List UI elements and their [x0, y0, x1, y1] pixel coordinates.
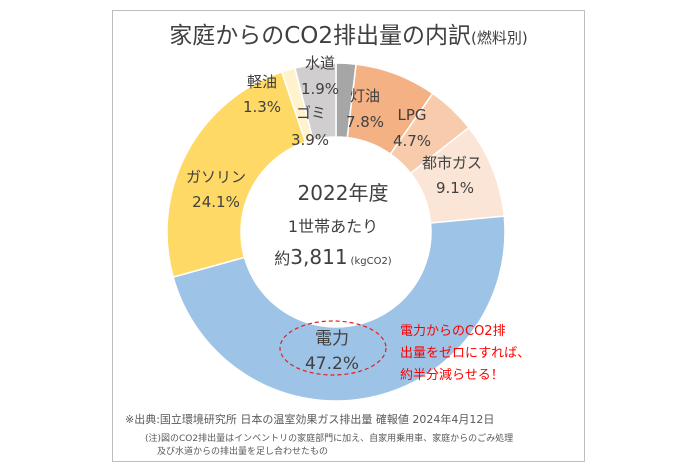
slice-label-name: 都市ガス — [422, 154, 482, 172]
callout-line-3: 約半分減らせる！ — [400, 367, 504, 383]
slice-ゴミ — [294, 62, 337, 141]
footnote-line-1: (注)図のCO2排出量はインベントリの家庭部門に加え、自家用乗用車、家庭からのご… — [145, 434, 514, 444]
center-per-household: 1世帯あたり — [288, 217, 378, 236]
slice-label-value: 24.1% — [192, 193, 240, 211]
slice-group — [166, 62, 506, 402]
slice-label-name: ゴミ — [296, 104, 326, 122]
slice-label-name: 軽油 — [247, 73, 277, 91]
slice-label-name: ガソリン — [186, 168, 246, 186]
center-year: 2022年度 — [298, 181, 389, 205]
slice-label-value: 7.8% — [346, 113, 384, 131]
chart-title: 家庭からのCO2排出量の内訳(燃料別) — [112, 16, 585, 50]
slice-電力 — [172, 215, 506, 402]
slice-label-group: 水道 1.9% 灯油 7.8% LPG 4.7% 都市ガス 9.1% 電力 47.2% ガソリン 24… — [186, 54, 482, 374]
slice-label-value: 1.3% — [243, 98, 281, 116]
center-value: 3,811 — [290, 245, 347, 269]
slice-label-name: 水道 — [305, 54, 335, 72]
slice-label-name: LPG — [397, 106, 426, 124]
slice-label-value: 3.9% — [291, 131, 329, 149]
center-prefix: 約 — [274, 249, 290, 268]
slice-label-name: 電力 — [315, 329, 349, 349]
slice-label-value: 4.7% — [393, 132, 431, 150]
slice-label-value: 1.9% — [301, 80, 339, 98]
callout-line-2: 出量をゼロにすれば、 — [400, 346, 530, 361]
chart-subtitle: (燃料別) — [471, 29, 528, 47]
footnote-line-2: 及び水道からの排出量を足し合わせたもの — [157, 447, 329, 457]
slice-ガソリン — [166, 70, 307, 279]
slice-label-name: 灯油 — [350, 87, 380, 105]
center-unit: (kgCO2) — [351, 256, 392, 267]
callout-line-1: 電力からのCO2排 — [400, 324, 506, 339]
electricity-highlight-ellipse — [279, 320, 387, 376]
slice-label-value: 47.2% — [305, 354, 359, 374]
chart-title-main: 家庭からのCO2排出量の内訳 — [169, 23, 472, 49]
center-total: 約3,811 (kgCO2) — [274, 245, 392, 269]
source-note: ※出典:国立環境研究所 日本の温室効果ガス排出量 確報値 2024年4月12日 — [125, 413, 495, 426]
slice-label-value: 9.1% — [436, 179, 474, 197]
